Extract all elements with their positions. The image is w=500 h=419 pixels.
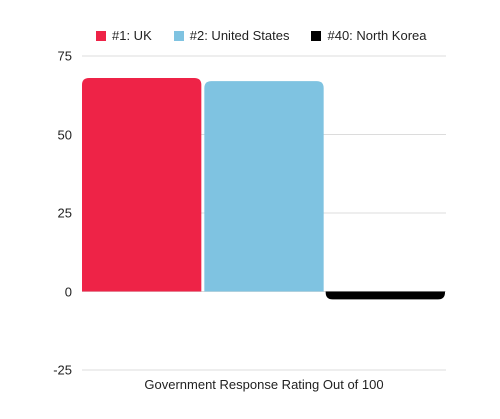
legend-label-north-korea: #40: North Korea (327, 28, 427, 43)
legend-swatch-uk (96, 30, 106, 41)
y-tick-label: -25 (53, 362, 72, 378)
legend-swatch-united-states (173, 30, 184, 41)
chart-legend: #1: UK #2: United States #40: North Kore… (96, 28, 427, 43)
legend-item-north-korea: #40: North Korea (311, 28, 427, 43)
legend-label-united-states: #2: United States (189, 28, 290, 43)
legend-label-uk: #1: UK (112, 28, 152, 43)
y-tick-label: 0 (64, 284, 72, 299)
y-tick-label: 50 (57, 127, 72, 142)
bar-2-united-states (204, 81, 324, 292)
bar-40-north-korea (325, 291, 445, 300)
y-tick-label: 75 (57, 48, 72, 64)
legend-item-united-states: #2: United States (173, 28, 290, 43)
legend-item-uk: #1: UK (96, 28, 152, 43)
legend-swatch-north-korea (311, 30, 322, 41)
y-tick-label: 25 (57, 205, 72, 221)
x-axis-label: Government Response Rating Out of 100 (144, 377, 384, 392)
bar-1-uk (82, 77, 202, 292)
